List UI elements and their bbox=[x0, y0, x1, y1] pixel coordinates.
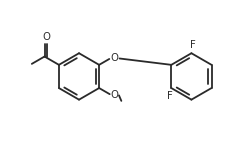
Text: F: F bbox=[189, 40, 195, 50]
Text: O: O bbox=[111, 90, 119, 100]
Text: F: F bbox=[167, 91, 173, 101]
Text: O: O bbox=[110, 53, 118, 63]
Text: O: O bbox=[43, 32, 51, 42]
